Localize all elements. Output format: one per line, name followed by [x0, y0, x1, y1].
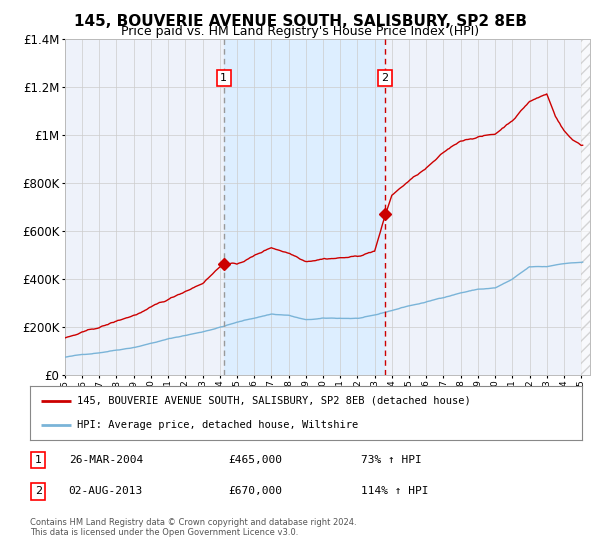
Text: 145, BOUVERIE AVENUE SOUTH, SALISBURY, SP2 8EB: 145, BOUVERIE AVENUE SOUTH, SALISBURY, S…	[74, 14, 527, 29]
Text: 26-MAR-2004: 26-MAR-2004	[68, 455, 143, 465]
Text: 114% ↑ HPI: 114% ↑ HPI	[361, 487, 428, 496]
Text: 02-AUG-2013: 02-AUG-2013	[68, 487, 143, 496]
Bar	[224, 39, 385, 375]
Text: 1: 1	[220, 73, 227, 83]
Text: Price paid vs. HM Land Registry's House Price Index (HPI): Price paid vs. HM Land Registry's House …	[121, 25, 479, 38]
Text: 1: 1	[35, 455, 42, 465]
Text: HPI: Average price, detached house, Wiltshire: HPI: Average price, detached house, Wilt…	[77, 420, 358, 430]
Text: £670,000: £670,000	[229, 487, 283, 496]
Text: 145, BOUVERIE AVENUE SOUTH, SALISBURY, SP2 8EB (detached house): 145, BOUVERIE AVENUE SOUTH, SALISBURY, S…	[77, 396, 470, 406]
Bar	[581, 39, 590, 375]
Text: 73% ↑ HPI: 73% ↑ HPI	[361, 455, 422, 465]
Text: Contains HM Land Registry data © Crown copyright and database right 2024.
This d: Contains HM Land Registry data © Crown c…	[30, 518, 356, 538]
Text: £465,000: £465,000	[229, 455, 283, 465]
Text: 2: 2	[35, 487, 42, 496]
Text: 2: 2	[381, 73, 388, 83]
